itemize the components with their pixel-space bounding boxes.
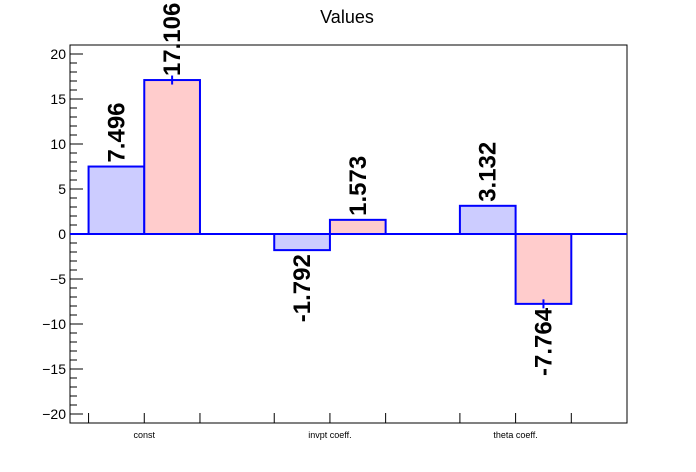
bar (143, 79, 201, 235)
data-label: -7.764 (530, 307, 557, 376)
chart-title: Values (320, 7, 374, 27)
data-labels: 7.496 -1.792 3.132 17.106 1.573 -7.764 (103, 3, 557, 376)
bar (87, 165, 146, 235)
data-label: 17.106 (159, 3, 186, 76)
bar (514, 233, 573, 305)
category-label: const (134, 430, 156, 440)
y-tick-label: 0 (58, 226, 66, 242)
axes: −20 −15 −10 −5 0 5 10 15 20 const invpt coeff. thet… (42, 46, 572, 440)
y-tick-label: 10 (50, 136, 66, 152)
data-label: -1.792 (289, 254, 316, 322)
y-tick-label: 5 (58, 181, 66, 197)
data-label: 1.573 (345, 156, 372, 216)
data-label: 3.132 (475, 142, 502, 202)
y-tick-label: −10 (42, 316, 66, 332)
category-label: invpt coeff. (308, 430, 351, 440)
bars (70, 75, 627, 309)
y-tick-label: 15 (50, 91, 66, 107)
bar (328, 218, 387, 236)
y-tick-label: −15 (42, 361, 66, 377)
y-tick-label: −20 (42, 406, 66, 422)
bar (273, 233, 331, 252)
bar (458, 204, 517, 235)
category-label: theta coeff. (493, 430, 537, 440)
y-tick-label: −5 (50, 271, 66, 287)
y-tick-label: 20 (50, 46, 66, 62)
data-label: 7.496 (103, 102, 130, 162)
